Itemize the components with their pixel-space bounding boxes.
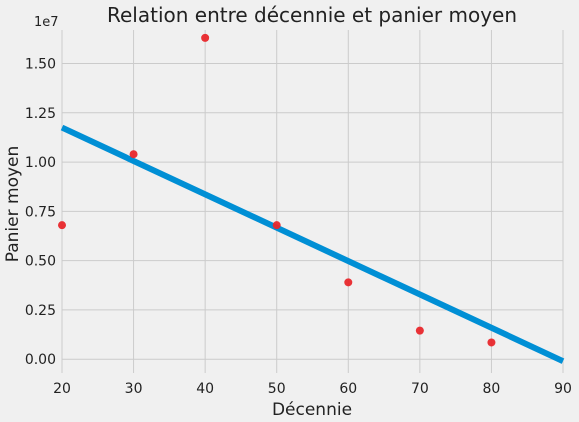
y-tick-label: 1.00 [25,155,56,171]
x-tick-label: 40 [196,381,214,397]
y-tick-label: 0.50 [25,254,56,270]
data-point [344,278,353,287]
y-tick-labels: 0.00 0.25 0.50 0.75 1.00 1.25 1.50 [25,57,56,369]
y-offset-label: 1e7 [34,15,59,30]
x-tick-labels: 20 30 40 50 60 70 80 90 [53,381,572,397]
regression-line-group [60,124,565,364]
data-points [58,33,496,347]
y-tick-label: 0.25 [25,303,56,319]
data-point [129,150,138,159]
y-tick-label: 1.25 [25,106,56,122]
x-tick-label: 70 [411,381,429,397]
regression-line [60,124,565,364]
x-tick-label: 30 [125,381,143,397]
chart-title: Relation entre décennie et panier moyen [107,3,517,27]
x-tick-label: 90 [554,381,572,397]
y-tick-label: 0.75 [25,204,56,220]
x-tick-label: 50 [268,381,286,397]
data-point [272,221,281,230]
x-tick-label: 20 [53,381,71,397]
data-point [58,221,66,230]
y-tick-label: 1.50 [25,57,56,73]
x-axis-label: Décennie [272,400,352,420]
x-tick-label: 60 [339,381,357,397]
y-tick-label: 0.00 [25,352,56,368]
y-axis-label: Panier moyen [3,146,23,263]
data-point [487,338,496,347]
x-tick-label: 80 [483,381,501,397]
grid [61,30,564,373]
data-point [201,33,210,42]
data-point [415,326,424,335]
